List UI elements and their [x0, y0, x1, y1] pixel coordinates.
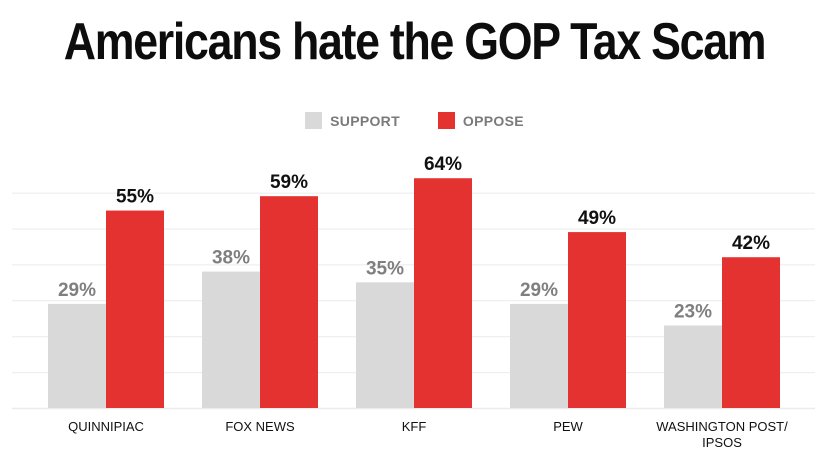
x-tick-label: PEW: [553, 419, 583, 434]
legend-swatch-oppose: [437, 112, 455, 129]
x-tick-label: WASHINGTON POST/: [656, 419, 788, 434]
data-label-support: 23%: [674, 301, 712, 322]
bar-oppose: [568, 232, 626, 408]
x-tick-label: IPSOS: [702, 435, 742, 450]
bar-support: [510, 303, 568, 408]
bar-support: [48, 303, 106, 408]
legend-swatch-support: [305, 112, 323, 129]
data-label-oppose: 55%: [116, 187, 154, 208]
x-tick-label: QUINNIPIAC: [68, 419, 144, 434]
bar-oppose: [260, 196, 318, 408]
bar-oppose: [106, 210, 164, 408]
legend-label-oppose: OPPOSE: [462, 112, 524, 129]
chart-title: Americans hate the GOP Tax Scam: [63, 13, 767, 71]
legend-item-oppose: OPPOSE: [437, 112, 524, 129]
legend-item-support: SUPPORT: [305, 112, 400, 129]
legend: SUPPORT OPPOSE: [0, 112, 829, 129]
data-label-support: 29%: [58, 280, 96, 301]
bar-support: [202, 271, 260, 408]
data-label-oppose: 59%: [270, 172, 308, 193]
legend-label-support: SUPPORT: [330, 112, 400, 129]
data-label-oppose: 42%: [732, 233, 770, 254]
bar-oppose: [414, 178, 472, 408]
bar-oppose: [722, 257, 780, 408]
data-label-oppose: 49%: [578, 208, 616, 229]
bar-support: [356, 282, 414, 408]
x-tick-label: KFF: [402, 419, 427, 434]
data-label-oppose: 64%: [424, 154, 462, 175]
data-label-support: 38%: [212, 248, 250, 269]
data-label-support: 35%: [366, 258, 404, 279]
bar-support: [664, 325, 722, 408]
data-label-support: 29%: [520, 280, 558, 301]
x-tick-label: FOX NEWS: [225, 419, 295, 434]
